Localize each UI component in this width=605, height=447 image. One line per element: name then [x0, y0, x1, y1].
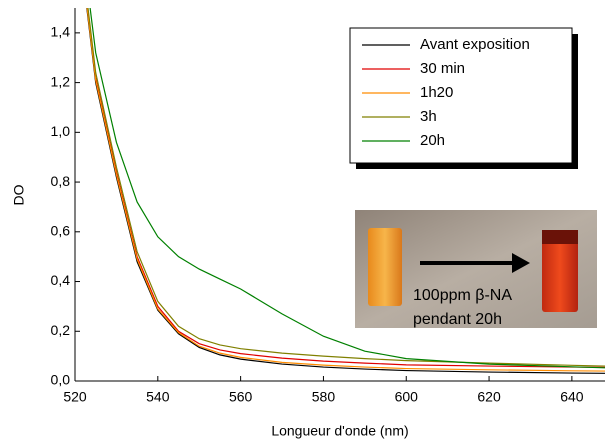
- data-line: [86, 8, 605, 372]
- x-tick-label: 520: [63, 389, 87, 405]
- sample-after: [542, 230, 578, 312]
- x-tick-label: 580: [312, 389, 336, 405]
- sample-before: [368, 228, 402, 306]
- x-tick-label: 620: [477, 389, 501, 405]
- y-tick-label: 0,4: [51, 272, 71, 288]
- sample-after-top: [542, 230, 578, 244]
- y-tick-label: 1,4: [51, 24, 71, 40]
- legend-label: 30 min: [420, 60, 465, 77]
- y-tick-label: 1,2: [51, 73, 71, 89]
- x-axis-title: Longueur d'onde (nm): [271, 423, 408, 439]
- x-tick-label: 560: [229, 389, 253, 405]
- legend-label: Avant exposition: [420, 36, 530, 53]
- legend-label: 3h: [420, 108, 437, 125]
- annotation: 100ppm β-NA: [413, 287, 512, 304]
- x-tick-label: 600: [395, 389, 419, 405]
- inset-photo: 100ppm β-NA pendant 20h: [355, 210, 597, 328]
- legend-label: 20h: [420, 132, 445, 149]
- y-axis-title: DO: [11, 184, 27, 205]
- y-tick-label: 0,8: [51, 173, 71, 189]
- legend-label: 1h20: [420, 84, 453, 101]
- y-tick-label: 1,0: [51, 123, 71, 139]
- y-tick-label: 0,6: [51, 223, 71, 239]
- x-tick-label: 640: [560, 389, 584, 405]
- arrow-head: [512, 253, 530, 273]
- annotation: pendant 20h: [413, 311, 502, 328]
- y-tick-label: 0,0: [51, 372, 71, 388]
- x-tick-label: 540: [146, 389, 170, 405]
- y-tick-label: 0,2: [51, 322, 71, 338]
- plot-area: [86, 8, 605, 374]
- data-line: [89, 8, 605, 369]
